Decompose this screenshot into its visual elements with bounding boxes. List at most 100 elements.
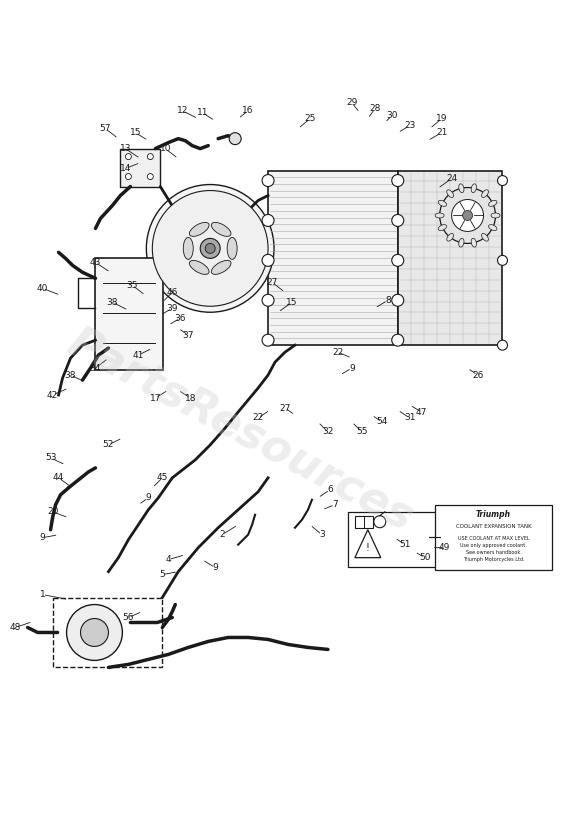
Ellipse shape [227, 237, 237, 260]
Circle shape [392, 294, 404, 307]
Text: 4: 4 [166, 555, 171, 564]
Text: 29: 29 [346, 98, 357, 107]
Circle shape [125, 174, 131, 180]
Ellipse shape [212, 260, 231, 274]
Text: 42: 42 [47, 391, 58, 400]
Circle shape [147, 153, 153, 160]
Text: 23: 23 [404, 121, 416, 130]
Text: 1: 1 [40, 590, 45, 599]
Ellipse shape [189, 260, 209, 274]
Text: 55: 55 [356, 428, 368, 437]
Circle shape [262, 335, 274, 346]
Circle shape [452, 199, 483, 232]
Ellipse shape [471, 184, 476, 193]
Text: 54: 54 [376, 418, 388, 427]
Bar [96, 259, 163, 370]
Text: 9: 9 [146, 494, 151, 503]
Text: 31: 31 [404, 414, 416, 423]
Text: PartsResources: PartsResources [60, 321, 420, 540]
Text: 21: 21 [436, 129, 447, 137]
Bar [52, 597, 162, 667]
Ellipse shape [212, 222, 231, 236]
Ellipse shape [438, 225, 447, 231]
Circle shape [392, 175, 404, 186]
Text: 52: 52 [103, 440, 114, 449]
Text: 39: 39 [167, 304, 178, 313]
Text: 9: 9 [40, 533, 45, 542]
Circle shape [497, 176, 507, 185]
Text: 41: 41 [133, 351, 144, 359]
Text: 12: 12 [177, 106, 188, 115]
Text: 30: 30 [386, 111, 398, 120]
Text: 35: 35 [127, 281, 138, 290]
Text: 45: 45 [157, 473, 168, 482]
Ellipse shape [489, 225, 497, 231]
Ellipse shape [491, 213, 500, 218]
Text: Triumph: Triumph [476, 510, 511, 519]
Circle shape [497, 340, 507, 350]
Text: 20: 20 [47, 508, 58, 517]
Circle shape [262, 255, 274, 266]
Text: 47: 47 [416, 408, 427, 416]
Text: Triumph Motorcycles Ltd.: Triumph Motorcycles Ltd. [463, 557, 524, 562]
Circle shape [147, 174, 153, 180]
Text: 57: 57 [100, 124, 111, 133]
Text: USE COOLANT AT MAX LEVEL: USE COOLANT AT MAX LEVEL [458, 536, 529, 541]
Ellipse shape [489, 200, 497, 206]
Ellipse shape [438, 200, 447, 206]
Text: 43: 43 [90, 258, 101, 267]
Circle shape [146, 185, 274, 312]
Circle shape [262, 175, 274, 186]
Text: 13: 13 [120, 144, 131, 153]
Text: 40: 40 [37, 283, 48, 293]
Circle shape [262, 294, 274, 307]
Circle shape [125, 153, 131, 160]
Text: 5: 5 [159, 570, 165, 579]
Ellipse shape [471, 238, 476, 247]
Text: 37: 37 [182, 330, 194, 339]
Text: 38: 38 [65, 371, 76, 380]
Text: 22: 22 [252, 414, 264, 423]
Text: 28: 28 [369, 104, 381, 113]
Text: 9: 9 [212, 563, 218, 572]
Bar [435, 505, 552, 569]
Circle shape [392, 255, 404, 266]
Text: 18: 18 [184, 394, 196, 403]
Text: 19: 19 [436, 115, 447, 124]
Text: 8: 8 [385, 296, 391, 305]
Text: 16: 16 [243, 106, 254, 115]
Text: 50: 50 [419, 553, 430, 562]
Bar [398, 171, 503, 345]
Text: See owners handbook.: See owners handbook. [466, 550, 521, 555]
Text: 7: 7 [332, 500, 338, 509]
Text: 15: 15 [286, 297, 298, 307]
Circle shape [66, 605, 122, 660]
Text: 38: 38 [107, 297, 118, 307]
Circle shape [200, 238, 220, 259]
Text: 53: 53 [45, 453, 57, 462]
Text: 2: 2 [219, 530, 225, 539]
Text: COOLANT EXPANSION TANK: COOLANT EXPANSION TANK [456, 524, 531, 529]
Ellipse shape [482, 233, 489, 241]
Text: 36: 36 [174, 314, 186, 323]
Text: 22: 22 [332, 348, 343, 357]
Text: 46: 46 [167, 288, 178, 297]
Text: 32: 32 [322, 428, 333, 437]
Circle shape [205, 243, 215, 253]
Text: 27: 27 [279, 404, 291, 413]
Text: 44: 44 [53, 473, 64, 482]
Text: 26: 26 [472, 371, 483, 380]
Circle shape [229, 133, 241, 145]
Bar [268, 171, 398, 345]
Ellipse shape [459, 184, 464, 193]
Text: !: ! [366, 543, 370, 553]
Text: 49: 49 [439, 543, 450, 552]
Bar [355, 516, 373, 527]
Circle shape [440, 188, 496, 243]
Text: 15: 15 [129, 129, 141, 137]
Text: Use only approved coolant.: Use only approved coolant. [460, 543, 527, 548]
Ellipse shape [435, 213, 444, 218]
Circle shape [80, 619, 108, 647]
Text: 27: 27 [266, 278, 278, 287]
Circle shape [392, 335, 404, 346]
